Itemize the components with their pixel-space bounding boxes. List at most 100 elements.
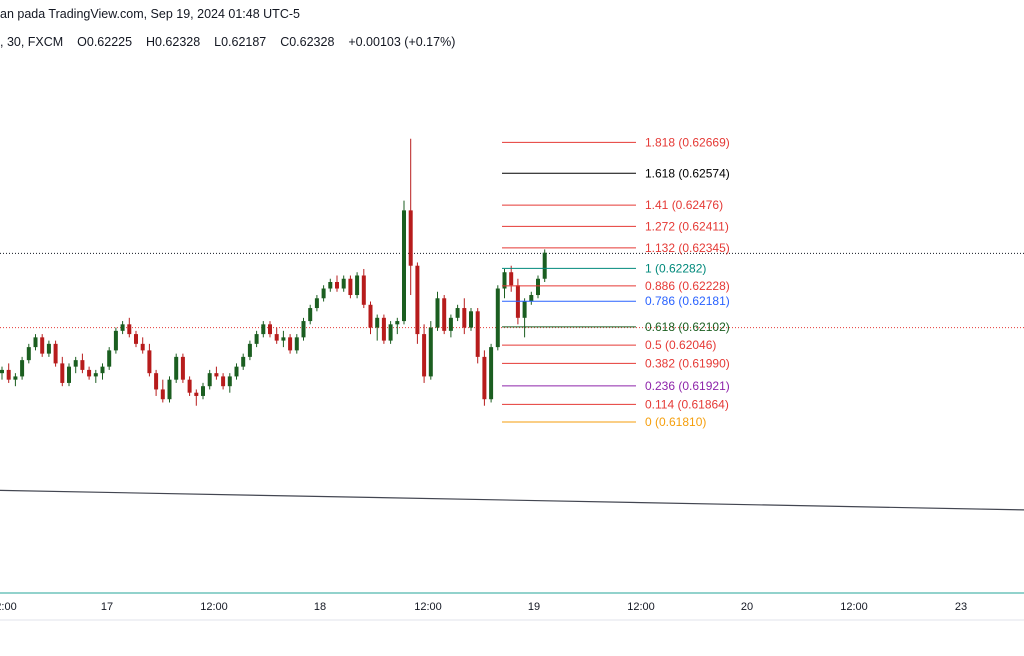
fib-level-label: 1.818 (0.62669): [645, 135, 730, 149]
fib-level-label: 1.618 (0.62574): [645, 166, 730, 180]
candle: [174, 353, 179, 383]
candle-body: [422, 334, 427, 377]
candle-body: [40, 337, 45, 354]
fib-level-label: 1 (0.62282): [645, 261, 706, 275]
candle-body: [495, 288, 500, 348]
candle: [381, 314, 386, 344]
candle-body: [167, 379, 172, 400]
candle: [274, 327, 279, 344]
time-axis-label: 20: [741, 601, 753, 613]
candle-body: [154, 373, 159, 390]
chart-attribution: an pada TradingView.com, Sep 19, 2024 01…: [0, 7, 300, 21]
candle: [60, 356, 65, 387]
candle-body: [381, 317, 386, 341]
time-axis[interactable]: 2:00 17 12:00 18 12:00 19 12:00 20 12:00 23: [0, 601, 967, 613]
candle: [489, 343, 494, 403]
fib-level: 0.114 (0.61864): [502, 397, 729, 411]
candle: [53, 340, 58, 367]
candle-body: [147, 350, 152, 374]
candle: [13, 373, 18, 387]
candle-body: [127, 324, 132, 335]
candle: [134, 330, 138, 348]
candle-body: [13, 376, 18, 380]
fib-level: 0.886 (0.62228): [502, 279, 730, 293]
candle-body: [100, 366, 105, 374]
candle: [388, 321, 393, 344]
candle: [415, 262, 420, 344]
candle-body: [140, 343, 145, 351]
candle: [402, 200, 406, 325]
candle: [294, 334, 299, 354]
candle-body: [448, 317, 453, 331]
time-axis-label: 12:00: [840, 601, 868, 613]
trendline: [0, 489, 1024, 511]
candle-body: [348, 278, 353, 296]
candle: [308, 304, 313, 325]
candle-body: [174, 356, 179, 380]
candle-body: [408, 210, 413, 266]
candle-body: [214, 373, 219, 377]
candle: [335, 275, 339, 292]
candle-body: [80, 360, 85, 370]
candle-body: [46, 343, 51, 354]
candle-body: [536, 278, 540, 296]
candle-body: [328, 282, 333, 289]
candle: [227, 373, 232, 393]
candle-body: [462, 308, 467, 328]
fib-level: 0.618 (0.62102): [502, 320, 730, 334]
candle: [422, 324, 427, 383]
fib-level: 0.5 (0.62046): [502, 338, 716, 352]
candle: [154, 369, 159, 396]
candle-body: [194, 392, 199, 396]
candle: [361, 268, 366, 309]
candle: [167, 376, 172, 403]
candle-body: [395, 321, 400, 325]
candle: [254, 330, 259, 348]
fibonacci-extension[interactable]: 1.818 (0.62669) 1.618 (0.62574) 1.41 (0.62…: [502, 135, 730, 429]
candle-body: [489, 347, 494, 400]
candle-body: [288, 337, 293, 351]
candle: [0, 366, 4, 380]
candle: [509, 265, 514, 292]
candle: [180, 353, 185, 383]
candle: [428, 321, 433, 380]
candle-body: [368, 304, 373, 328]
candle: [301, 317, 306, 341]
candle-body: [134, 334, 138, 344]
candle: [281, 330, 286, 348]
fib-level-label: 0.382 (0.61990): [645, 356, 730, 370]
candle-body: [0, 369, 4, 374]
candle: [201, 382, 205, 400]
candle-body: [542, 252, 547, 279]
candle-body: [120, 324, 125, 331]
time-axis-label: 18: [314, 601, 326, 613]
candle-body: [53, 343, 58, 364]
candle: [127, 317, 132, 338]
fib-level-label: 1.132 (0.62345): [645, 241, 730, 255]
candle-body: [301, 321, 306, 338]
candle: [261, 321, 266, 338]
candle: [80, 353, 85, 374]
change-value: +0.00103 (+0.17%): [348, 35, 456, 49]
candle: [328, 278, 333, 292]
candle: [268, 321, 272, 338]
candle: [241, 353, 246, 370]
candle-body: [361, 275, 366, 305]
candle-body: [160, 389, 165, 400]
candle-body: [207, 373, 212, 387]
candle-body: [180, 356, 185, 380]
candle-body: [274, 334, 279, 341]
fib-level: 0.786 (0.62181): [502, 294, 730, 308]
candle: [247, 340, 252, 361]
candle: [107, 347, 112, 370]
candle-body: [33, 337, 38, 348]
candle: [46, 340, 51, 357]
candle-body: [241, 356, 246, 367]
candle-body: [415, 265, 420, 335]
close-value: C0.62328: [280, 35, 335, 49]
low-value: L0.62187: [214, 35, 267, 49]
candle: [448, 314, 453, 338]
fib-level-label: 0 (0.61810): [645, 415, 706, 429]
candle-body: [469, 311, 473, 328]
